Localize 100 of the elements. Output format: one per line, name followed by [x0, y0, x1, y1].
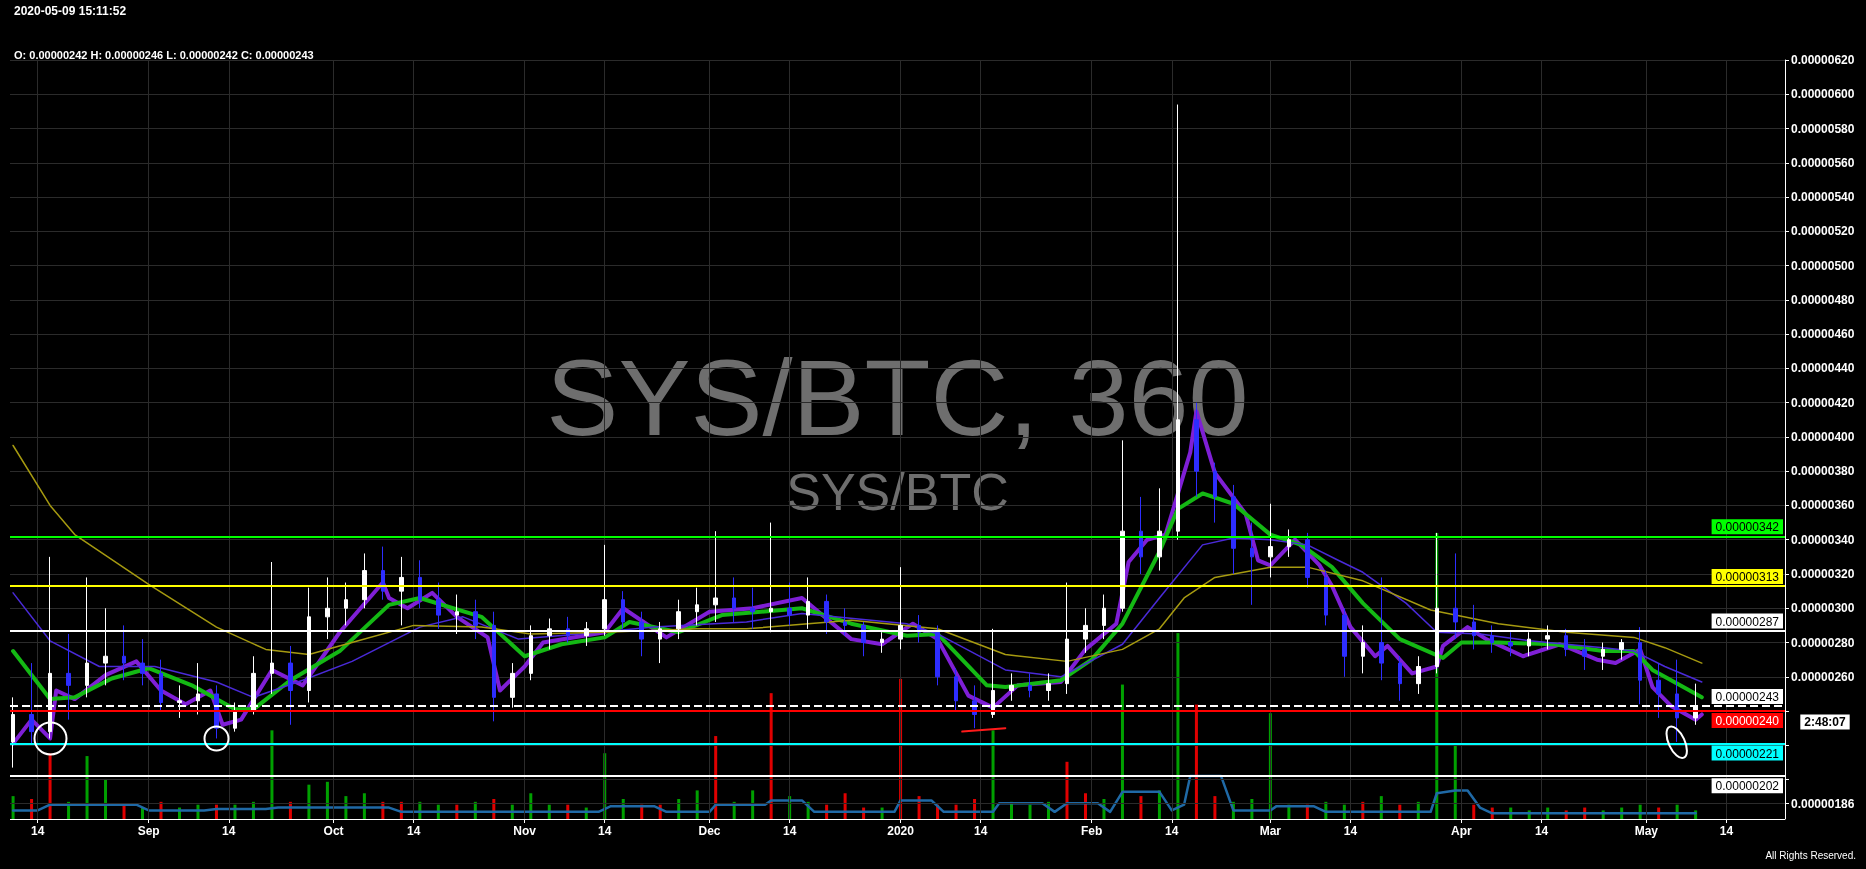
candlestick [418, 559, 422, 609]
candlestick [1416, 655, 1421, 695]
candlestick [824, 594, 829, 635]
bar [1139, 796, 1143, 819]
bar [843, 793, 847, 819]
bar [122, 804, 126, 819]
ref-line-label: 0.00000240 [1715, 714, 1780, 729]
x-tick-label: Dec [698, 824, 721, 838]
text: 2:48:07 [1804, 715, 1846, 729]
x-tick-label: Oct [323, 824, 344, 838]
x-tick-label: 14 [222, 824, 236, 838]
candlestick [436, 582, 441, 630]
candlestick [954, 667, 958, 712]
x-tick-label: 14 [1719, 824, 1734, 838]
x-tick-label: May [1634, 824, 1659, 838]
y-tick-label: 0.00000360 [1791, 498, 1855, 513]
candlestick [1250, 522, 1254, 606]
y-tick-label: 0.00000520 [1791, 224, 1855, 239]
x-tick-label: 14 [974, 824, 988, 838]
y-tick-label: 0.00000440 [1791, 361, 1855, 376]
candlestick [843, 607, 847, 637]
x-tick-label: Nov [513, 824, 537, 838]
candlestick [621, 590, 625, 630]
bar [1213, 796, 1217, 819]
candlestick [1638, 626, 1642, 705]
bar [1083, 793, 1087, 819]
candlestick [1157, 487, 1162, 572]
candlestick [122, 624, 126, 681]
line-series [12, 537, 1703, 699]
x-tick-label: 2020 [887, 824, 915, 838]
y-tick-label: 0.00000320 [1791, 567, 1855, 581]
y-tick-label: 0.00000600 [1791, 87, 1855, 102]
y-tick-label: 0.00000186 [1791, 796, 1855, 811]
x-tick-label: 14 [1165, 824, 1179, 838]
candlestick [787, 582, 792, 626]
candlestick [1656, 662, 1661, 719]
candlestick [29, 662, 34, 745]
ref-line-label: 0.00000342 [1715, 520, 1780, 535]
candlestick [1028, 672, 1032, 698]
bar [104, 778, 108, 819]
candlestick [1231, 484, 1236, 575]
candlestick [1508, 631, 1513, 657]
candlestick [1398, 655, 1402, 702]
candlestick [713, 530, 718, 623]
y-tick-label: 0.00000480 [1791, 292, 1855, 307]
y-tick-label: 0.00000420 [1791, 395, 1855, 410]
candlestick [1601, 642, 1605, 671]
annotation: O: 0.00000242 H: 0.00000246 L: 0.00000242 C: 0.00000243 [14, 49, 314, 61]
y-tick-label: 0.00000260 [1791, 669, 1855, 684]
bar [1028, 804, 1032, 819]
candlestick [1287, 528, 1291, 558]
candlestick [1342, 607, 1347, 678]
y-tick-label: 0.00000580 [1791, 121, 1855, 136]
y-tick-label: 0.00000540 [1791, 190, 1855, 205]
candlestick [1046, 672, 1051, 702]
candlestick [140, 638, 145, 686]
x-tick-label: 14 [782, 824, 797, 838]
candlestick [399, 556, 404, 626]
x-tick-label: Apr [1451, 824, 1473, 838]
candlestick [1619, 638, 1624, 661]
candlestick [1564, 628, 1568, 657]
y-tick-label: 0.00000300 [1791, 601, 1855, 616]
bar [695, 790, 699, 819]
x-tick-label: Sep [137, 824, 160, 838]
candlestick [750, 587, 755, 630]
ref-line-label: 0.00000202 [1715, 779, 1780, 794]
ref-line-label: 0.00000287 [1715, 614, 1780, 629]
candlestick [1139, 496, 1143, 575]
candlestick [695, 587, 699, 626]
x-tick-label: 14 [598, 824, 612, 838]
x-tick-label: 14 [31, 824, 45, 838]
candlestick [473, 599, 478, 640]
ref-line-label: 0.00000243 [1715, 689, 1780, 704]
y-tick-label: 0.00000620 [1791, 53, 1855, 67]
text: SYS/BTC [786, 463, 1009, 521]
candlestick [732, 576, 736, 623]
candlestick [1490, 624, 1494, 654]
text: 2020-05-09 15:11:52 [14, 4, 127, 18]
y-tick-label: 0.00000380 [1791, 464, 1855, 479]
y-tick-label: 0.00000500 [1791, 258, 1855, 273]
candlestick [1324, 570, 1328, 626]
candlestick [861, 621, 866, 657]
candlestick [381, 546, 385, 601]
candlestick [1453, 552, 1458, 640]
y-tick-label: 0.00000560 [1791, 155, 1855, 170]
y-tick-label: 0.00000280 [1791, 635, 1855, 650]
bar [751, 790, 755, 819]
y-tick-label: 0.00000340 [1791, 532, 1855, 547]
x-tick-label: Feb [1080, 824, 1103, 838]
y-tick-label: 0.00000460 [1791, 327, 1855, 342]
candlestick [1120, 439, 1125, 613]
candlestick [935, 624, 940, 686]
bar [85, 756, 89, 819]
x-tick-label: Mar [1259, 824, 1282, 838]
y-tick-label: 0.00000400 [1791, 429, 1855, 444]
candlestick [492, 611, 496, 722]
bar [1472, 804, 1476, 819]
candlestick [362, 552, 367, 609]
bar [529, 793, 533, 819]
candlestick [66, 633, 71, 721]
